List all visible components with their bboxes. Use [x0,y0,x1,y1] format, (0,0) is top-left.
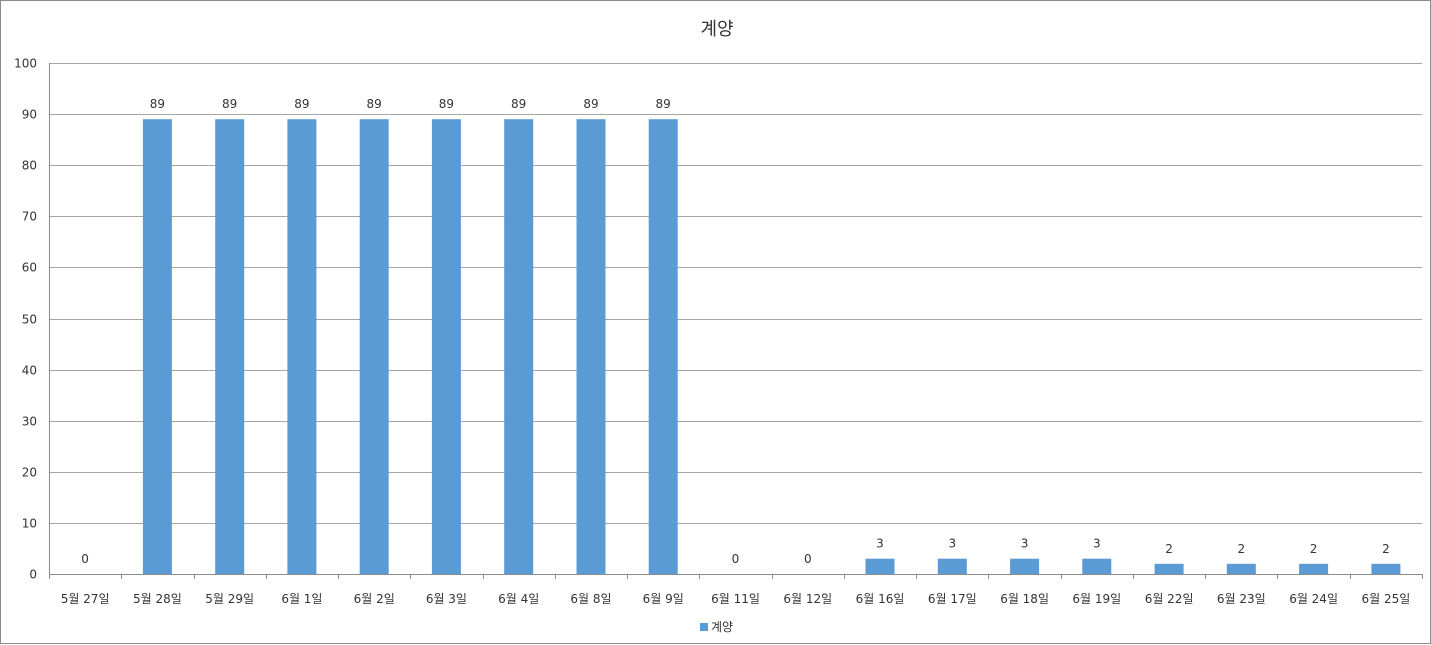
data-label: 89 [656,97,671,111]
y-tick-label: 50 [22,313,37,327]
y-tick-label: 10 [22,517,37,531]
bar [865,558,895,574]
x-tick-label: 5월 29일 [205,592,254,606]
bar [1154,563,1184,574]
y-tick-label: 60 [22,261,37,275]
x-tick-label: 6월 4일 [498,592,539,606]
y-tick-label: 20 [22,466,37,480]
bar [1082,558,1112,574]
legend-label: 계양 [711,620,733,634]
bar [1371,563,1401,574]
bar [215,119,245,574]
data-label: 3 [1093,537,1101,551]
y-tick-label: 40 [22,364,37,378]
bar [431,119,461,574]
data-label: 0 [804,552,812,566]
x-tick-label: 5월 28일 [133,592,182,606]
data-label: 0 [81,552,89,566]
data-label: 3 [876,537,884,551]
data-label: 3 [1021,537,1029,551]
bar [504,119,534,574]
y-tick-label: 80 [22,159,37,173]
legend-swatch [700,623,708,631]
data-label: 0 [732,552,740,566]
bars [142,119,1401,574]
x-tick-label: 6월 9일 [643,592,684,606]
x-tick-label: 6월 24일 [1289,592,1338,606]
x-tick-label: 6월 3일 [426,592,467,606]
x-tick-label: 6월 2일 [354,592,395,606]
axes [49,63,1423,579]
y-tick-label: 30 [22,415,37,429]
chart-title: 계양 [700,19,733,40]
x-tick-label: 6월 12일 [783,592,832,606]
x-tick-label: 6월 25일 [1361,592,1410,606]
data-label: 89 [511,97,526,111]
x-tick-label: 6월 22일 [1145,592,1194,606]
x-tick-label: 6월 19일 [1072,592,1121,606]
bar [1299,563,1329,574]
x-tick-label: 6월 17일 [928,592,977,606]
data-label: 89 [583,97,598,111]
data-label: 89 [294,97,309,111]
data-label: 2 [1165,542,1173,556]
data-label: 89 [367,97,382,111]
x-tick-label: 6월 8일 [570,592,611,606]
bar [1226,563,1256,574]
x-tick-label: 6월 1일 [281,592,322,606]
y-tick-label: 90 [22,108,37,122]
bar [648,119,678,574]
data-label: 89 [222,97,237,111]
data-label: 2 [1237,542,1245,556]
data-label: 89 [150,97,165,111]
bar [287,119,317,574]
bar [937,558,967,574]
gridlines [49,63,1422,524]
x-tick-label: 6월 11일 [711,592,760,606]
data-label: 2 [1310,542,1318,556]
bar [1010,558,1040,574]
data-label: 89 [439,97,454,111]
x-tick-label: 5월 27일 [61,592,110,606]
data-label: 3 [948,537,956,551]
x-tick-label: 6월 16일 [856,592,905,606]
bar [359,119,389,574]
y-tick-label: 100 [14,57,37,71]
x-tick-label: 6월 23일 [1217,592,1266,606]
legend: 계양 [700,620,733,634]
y-tick-label: 0 [29,568,37,582]
y-tick-label: 70 [22,210,37,224]
data-label: 2 [1382,542,1390,556]
bar [576,119,606,574]
x-tick-label: 6월 18일 [1000,592,1049,606]
bar [142,119,172,574]
